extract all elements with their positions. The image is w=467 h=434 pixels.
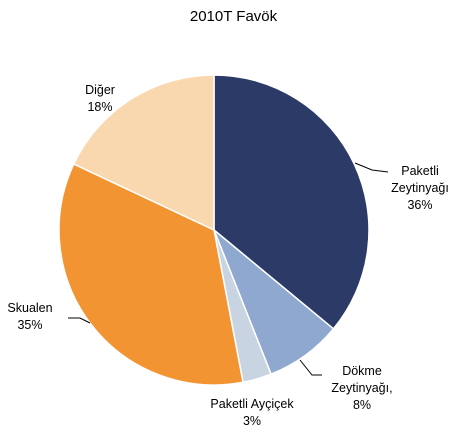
value-label: 35%	[17, 318, 43, 332]
pie-slice	[58, 163, 244, 386]
leader-line	[354, 162, 389, 173]
pie-slice	[72, 74, 215, 232]
slice-label: Skualen 35%	[0, 300, 60, 334]
category-label: Diğer	[85, 83, 115, 97]
pie-slice	[213, 74, 370, 330]
value-label: 8%	[352, 398, 372, 412]
slice-label: Paketli Zeytinyağı 36%	[380, 163, 460, 214]
value-label: 18%	[87, 100, 113, 114]
chart-title: 2010T Favök	[189, 8, 278, 25]
slice-label: Paketli Ayçiçek 3%	[187, 396, 317, 430]
leader-line	[299, 359, 322, 376]
category-label: Skualen	[7, 301, 53, 315]
category-label: Dökme Zeytinyağı,	[331, 364, 393, 395]
leader-line	[68, 317, 91, 324]
category-label: Paketli Zeytinyağı	[391, 164, 449, 195]
value-label: 36%	[407, 198, 433, 212]
value-label: 3%	[242, 414, 262, 428]
slice-label: Diğer 18%	[70, 82, 130, 116]
slice-label: Dökme Zeytinyağı, 8%	[322, 363, 402, 414]
category-label: Paketli Ayçiçek	[210, 397, 294, 411]
